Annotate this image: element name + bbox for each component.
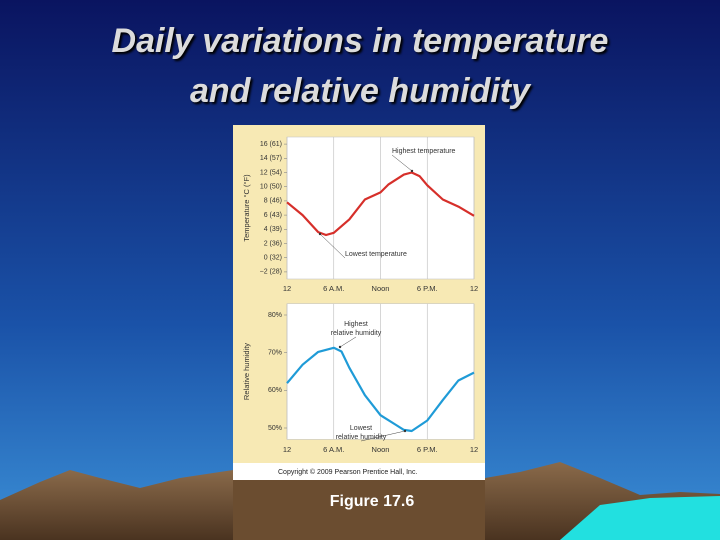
- y-tick-label: 50%: [268, 425, 282, 432]
- leader-dot: [318, 232, 322, 236]
- y-tick-label: 60%: [268, 387, 282, 394]
- y-tick-label: 4 (39): [264, 226, 282, 233]
- figure-caption: Figure 17.6: [330, 493, 415, 510]
- leader-line: [319, 233, 346, 259]
- y-tick-label: 80%: [268, 312, 282, 319]
- y-tick-label: 16 (61): [260, 141, 282, 148]
- annotation: relative humidity: [331, 330, 382, 337]
- water: [560, 496, 720, 540]
- leader-line: [339, 336, 357, 348]
- leader-dot: [403, 429, 407, 433]
- ground: [233, 480, 485, 540]
- x-tick-label: 6 A.M.: [323, 284, 344, 293]
- x-tick-label: 12: [470, 284, 478, 293]
- slide-title: and relative humidity: [190, 72, 532, 110]
- y-tick-label: 10 (50): [260, 184, 282, 191]
- y-tick-label: 6 (43): [264, 212, 282, 219]
- y-tick-label: −2 (28): [260, 269, 282, 276]
- x-tick-label: 6 A.M.: [323, 445, 344, 454]
- y-axis-label: Temperature °C (°F): [242, 174, 251, 242]
- y-tick-label: 8 (46): [264, 198, 282, 205]
- y-tick-label: 2 (36): [264, 240, 282, 247]
- x-tick-label: Noon: [372, 445, 390, 454]
- annotation: relative humidity: [336, 434, 387, 441]
- x-tick-label: 6 P.M.: [417, 445, 438, 454]
- x-tick-label: 12: [283, 284, 291, 293]
- annotation: Lowest temperature: [345, 251, 407, 258]
- x-tick-label: 12: [470, 445, 478, 454]
- leader-line: [391, 154, 413, 172]
- leader-dot: [338, 345, 342, 349]
- slide-title: Daily variations in temperature: [112, 22, 609, 60]
- x-tick-label: 6 P.M.: [417, 284, 438, 293]
- data-line: [286, 171, 475, 237]
- annotation: Highest temperature: [392, 148, 456, 155]
- x-tick-label: Noon: [372, 284, 390, 293]
- leader-dot: [410, 169, 414, 173]
- x-tick-label: 12: [283, 445, 291, 454]
- y-axis-label: Relative humidity: [242, 343, 251, 400]
- copyright-band: [233, 463, 485, 480]
- y-tick-label: 14 (57): [260, 155, 282, 162]
- annotation: Highest: [344, 321, 368, 328]
- mountains: [0, 470, 233, 540]
- annotation: Lowest: [350, 425, 372, 432]
- data-line: [286, 346, 475, 433]
- copyright: Copyright © 2009 Pearson Prentice Hall, …: [278, 468, 417, 476]
- y-tick-label: 70%: [268, 350, 282, 357]
- leader-line: [360, 430, 406, 442]
- y-tick-label: 0 (32): [264, 255, 282, 262]
- y-tick-label: 12 (54): [260, 169, 282, 176]
